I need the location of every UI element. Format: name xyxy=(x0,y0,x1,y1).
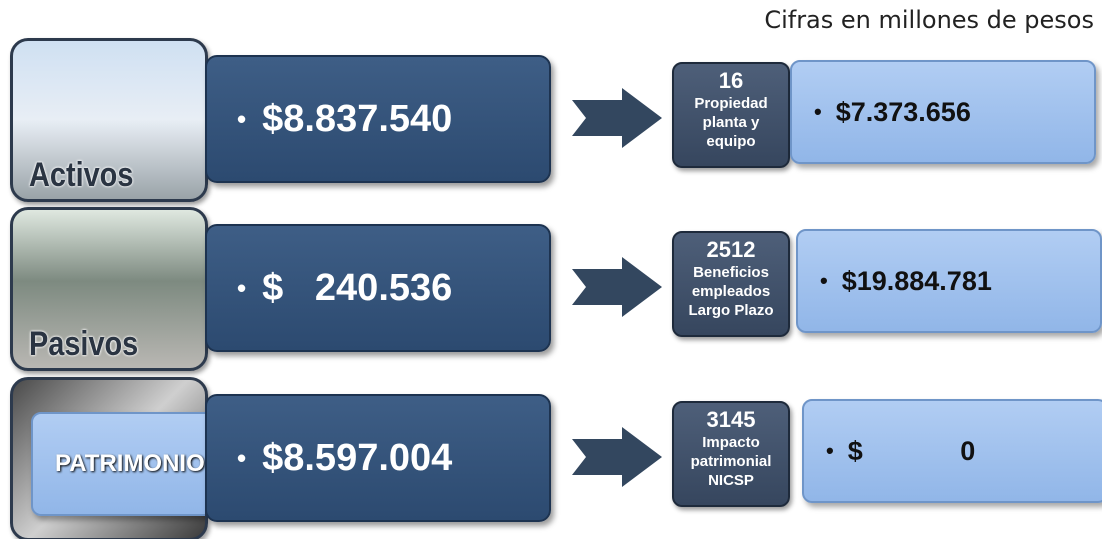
row-image: PATRIMONIO xyxy=(10,377,208,539)
arrow xyxy=(572,257,662,317)
bullet: • xyxy=(826,438,834,464)
row-image: Pasivos xyxy=(10,207,208,371)
arrow xyxy=(572,427,662,487)
account-name: Impacto patrimonial NICSP xyxy=(674,433,788,490)
arrow xyxy=(572,88,662,148)
slide: Cifras en millones de pesos Activos • $8.8… xyxy=(0,0,1102,539)
account-value: $ 0 xyxy=(848,436,976,467)
account-name: Propiedad planta y equipo xyxy=(674,94,788,151)
account-code: 3145 xyxy=(674,407,788,433)
arrow-shape xyxy=(572,427,662,487)
amount-box: • $8.597.004 xyxy=(205,394,551,522)
amount: $8.597.004 xyxy=(262,437,452,480)
bullet: • xyxy=(237,273,246,304)
amount-box: • $8.837.540 xyxy=(205,55,551,183)
row-image: Activos xyxy=(10,38,208,202)
row-label: Pasivos xyxy=(29,325,138,364)
account-code: 2512 xyxy=(674,237,788,263)
account-code: 16 xyxy=(674,68,788,94)
value-box: • $19.884.781 xyxy=(796,229,1102,333)
bullet: • xyxy=(814,99,822,125)
account-value: $7.373.656 xyxy=(836,97,971,128)
account-value: $19.884.781 xyxy=(842,266,992,297)
bullet: • xyxy=(237,104,246,135)
units-note: Cifras en millones de pesos xyxy=(764,6,1094,34)
account-name: Beneficios empleados Largo Plazo xyxy=(674,263,788,320)
bullet: • xyxy=(237,443,246,474)
amount: $ 240.536 xyxy=(262,267,452,310)
bullet: • xyxy=(820,268,828,294)
arrow-shape xyxy=(572,257,662,317)
value-box: • $ 0 xyxy=(802,399,1102,503)
arrow-shape xyxy=(572,88,662,148)
row-label: Activos xyxy=(29,156,133,195)
amount-box: • $ 240.536 xyxy=(205,224,551,352)
row-label: PATRIMONIO xyxy=(31,412,208,516)
value-box: • $7.373.656 xyxy=(790,60,1096,164)
amount: $8.837.540 xyxy=(262,98,452,141)
